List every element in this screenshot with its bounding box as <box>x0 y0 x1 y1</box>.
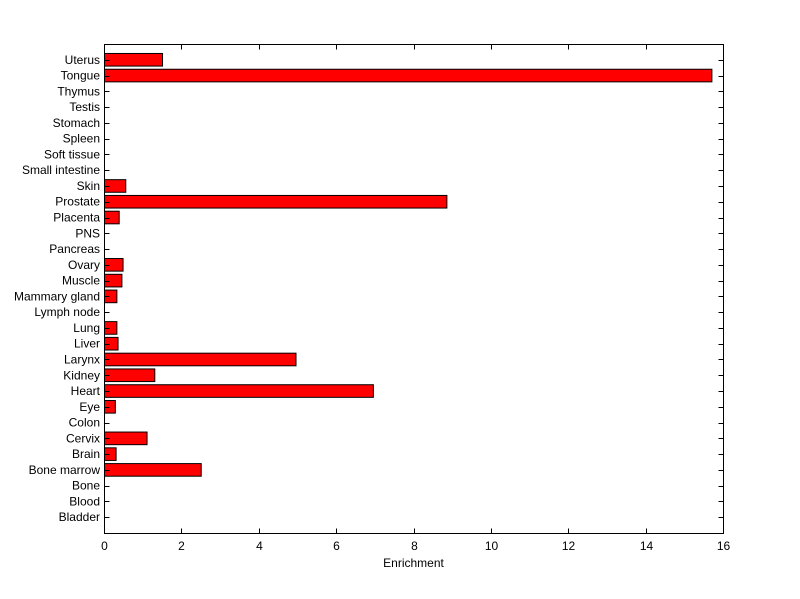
bar-skin <box>104 179 127 193</box>
x-tick-label: 14 <box>640 539 654 553</box>
y-tick-label: Bone marrow <box>29 463 101 477</box>
y-tick-label: Lung <box>73 321 100 335</box>
y-tick-label: Eye <box>79 400 100 414</box>
y-tick-label: Cervix <box>66 431 100 445</box>
y-tick-label: Kidney <box>63 368 100 382</box>
bars-group <box>104 52 713 477</box>
bar-ovary <box>104 258 124 272</box>
y-tick-label: Uterus <box>65 53 100 67</box>
y-tick-label: Larynx <box>64 352 100 366</box>
bar-cervix <box>104 431 148 446</box>
y-tick-label: Mammary gland <box>14 289 100 303</box>
y-tick-label: Brain <box>72 447 100 461</box>
y-tick-label: Testis <box>69 100 100 114</box>
bar-eye <box>104 399 116 414</box>
y-tick-label: Bone <box>72 479 100 493</box>
y-tick-label: Blood <box>69 494 100 508</box>
ticks-group <box>104 44 724 534</box>
bar-placenta <box>104 210 120 225</box>
x-tick-label: 8 <box>411 539 418 553</box>
y-tick-label: Soft tissue <box>44 147 100 161</box>
y-tick-label: Placenta <box>53 211 100 225</box>
bar-heart <box>104 384 374 398</box>
x-tick-label: 0 <box>101 539 108 553</box>
bar-tongue <box>104 68 713 83</box>
bar-lung <box>104 321 118 335</box>
y-tick-label: Colon <box>69 416 100 430</box>
y-tick-label: Stomach <box>53 116 100 130</box>
x-tick-label: 12 <box>562 539 576 553</box>
y-tick-label: Heart <box>71 384 101 398</box>
x-axis-label: Enrichment <box>383 556 444 570</box>
axes-box <box>104 44 724 534</box>
x-tick-label: 16 <box>717 539 731 553</box>
x-tick-label: 10 <box>485 539 499 553</box>
bar-liver <box>104 336 119 351</box>
bar-prostate <box>104 194 448 209</box>
y-tick-label: Tongue <box>61 69 101 83</box>
y-tick-label: Lymph node <box>34 305 100 319</box>
y-tick-label: Liver <box>74 337 100 351</box>
y-tick-label: Pancreas <box>49 242 100 256</box>
y-tick-label: Spleen <box>63 132 100 146</box>
y-tick-label: Skin <box>77 179 100 193</box>
y-tick-label: PNS <box>75 226 100 240</box>
y-tick-label: Muscle <box>62 274 100 288</box>
x-tick-label: 2 <box>178 539 185 553</box>
bar-bone-marrow <box>104 463 202 477</box>
y-tick-label: Ovary <box>68 258 100 272</box>
y-tick-label: Bladder <box>59 510 100 524</box>
bar-larynx <box>104 352 297 367</box>
y-tick-label: Thymus <box>57 84 100 98</box>
y-tick-label: Prostate <box>55 195 100 209</box>
bar-muscle <box>104 273 123 288</box>
bar-uterus <box>104 52 164 67</box>
x-tick-label: 6 <box>333 539 340 553</box>
y-tick-label: Small intestine <box>22 163 100 177</box>
x-tick-label: 4 <box>256 539 263 553</box>
bar-kidney <box>104 368 156 383</box>
